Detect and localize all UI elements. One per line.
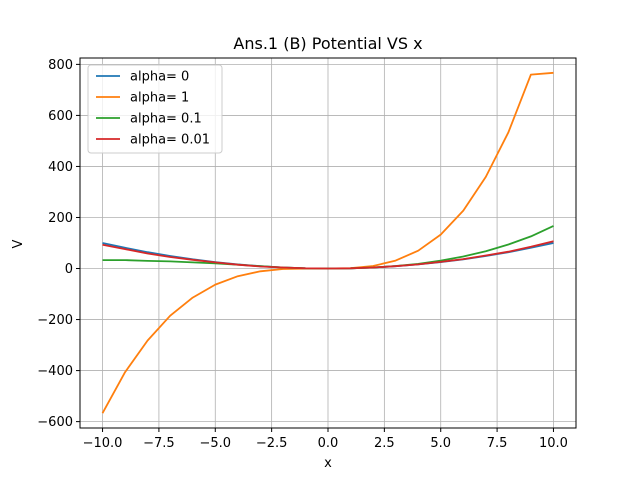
y-tick-label: −200 [37,313,73,328]
x-tick-label: 7.5 [487,436,508,451]
y-axis-label: V [11,239,26,248]
y-tick-label: 400 [48,160,73,175]
x-tick-label: 0.0 [318,436,339,451]
legend-entry: alpha= 0.1 [130,112,202,127]
y-tick-label: 0 [65,262,73,277]
legend-box [87,64,223,154]
x-axis-label: x [324,456,332,471]
x-tick-label: −5.0 [199,436,231,451]
x-tick-label: 5.0 [430,436,451,451]
x-tick-label: 2.5 [374,436,395,451]
y-tick-label: −400 [37,364,73,379]
legend-entry: alpha= 0.01 [130,133,210,148]
chart-title: Ans.1 (B) Potential VS x [233,34,422,53]
y-tick-label: 200 [48,211,73,226]
x-tick-label: 10.0 [539,436,568,451]
series-line-3 [102,240,554,270]
legend: alpha= 0 alpha= 1 alpha= 0.1 alpha= 0.01 [87,64,223,154]
y-axis-ticks: −600 −400 −200 0 200 400 600 800 [37,58,80,430]
x-tick-label: −10.0 [83,436,123,451]
y-tick-label: 800 [48,58,73,73]
x-tick-label: −2.5 [256,436,288,451]
y-tick-label: −600 [37,415,73,430]
x-axis-ticks: −10.0 −7.5 −5.0 −2.5 0.0 2.5 5.0 7.5 10.0 [83,428,568,451]
legend-entry: alpha= 1 [130,91,189,106]
legend-entry: alpha= 0 [130,70,189,85]
y-tick-label: 600 [48,109,73,124]
x-tick-label: −7.5 [143,436,175,451]
series-lines [101,71,554,414]
